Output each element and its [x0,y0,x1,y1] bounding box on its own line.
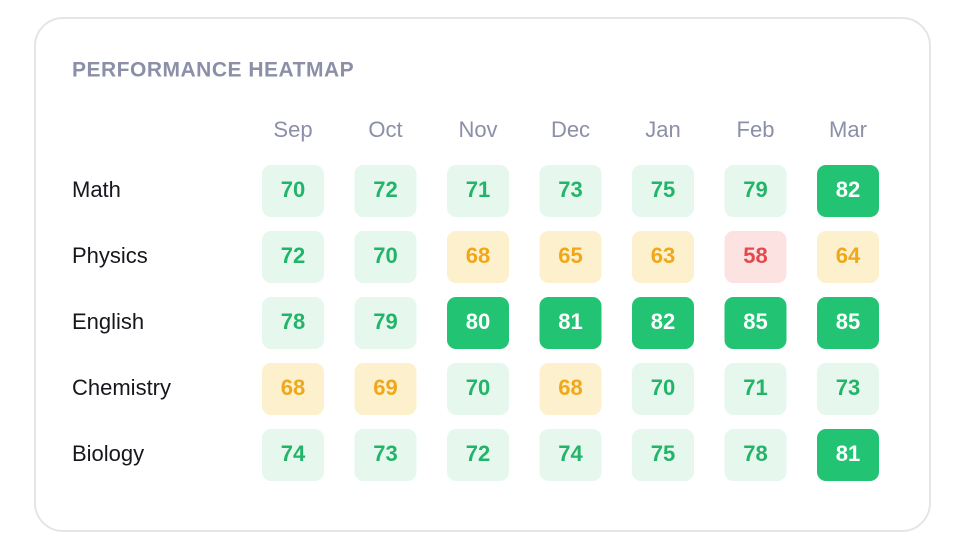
heatmap-cell [262,231,324,283]
heatmap-cell [539,231,602,283]
heatmap-cell [539,165,602,217]
heatmap-cell [632,231,694,283]
row-label: Math [72,177,121,202]
cell-value: 78 [281,309,305,334]
heatmap-cell [724,363,787,415]
cell-value: 79 [373,309,397,334]
heatmap-cell [262,429,324,481]
heatmap-cell [262,297,324,349]
cell-value: 85 [836,309,860,334]
heatmap-cell [817,363,879,415]
heatmap-cell [724,165,787,217]
column-header: Nov [458,117,497,142]
cell-value: 74 [281,441,306,466]
heatmap-cell [817,231,879,283]
column-header: Jan [645,117,680,142]
cell-value: 71 [743,375,767,400]
cell-value: 63 [651,243,675,268]
heatmap-cell [632,165,694,217]
cell-value: 68 [558,375,582,400]
row-label: Physics [72,243,148,268]
heatmap-cell [539,363,602,415]
row-label: English [72,309,144,334]
heatmap-cell [354,231,417,283]
heatmap-cell [354,297,417,349]
row-label: Biology [72,441,144,466]
cell-value: 73 [558,177,582,202]
cell-value: 75 [651,177,675,202]
heatmap-cell [724,429,787,481]
heatmap-cell [447,363,509,415]
heatmap-cell [354,429,417,481]
cell-value: 70 [466,375,490,400]
cell-value: 80 [466,309,490,334]
heatmap-cell [817,297,879,349]
heatmap-cell [724,231,787,283]
cell-value: 82 [836,177,860,202]
heatmap-cell [354,363,417,415]
heatmap-cell [447,297,509,349]
cell-value: 72 [466,441,490,466]
heatmap-cell [632,297,694,349]
cell-value: 73 [836,375,860,400]
heatmap-cell [817,165,879,217]
heatmap-cell [539,429,602,481]
cell-value: 68 [281,375,305,400]
row-label: Chemistry [72,375,171,400]
column-header: Dec [551,117,590,142]
heatmap-cell [539,297,602,349]
cell-value: 69 [373,375,397,400]
heatmap-cell [632,429,694,481]
heatmap-cell [262,165,324,217]
column-header: Oct [368,117,402,142]
column-header: Mar [829,117,867,142]
cell-value: 58 [743,243,767,268]
cell-value: 70 [373,243,397,268]
heatmap-cell [632,363,694,415]
column-header: Feb [737,117,775,142]
cell-value: 81 [836,441,860,466]
heatmap-cell [447,429,509,481]
cell-value: 72 [281,243,305,268]
heatmap-cell [817,429,879,481]
cell-value: 64 [836,243,861,268]
chart-title: PERFORMANCE HEATMAP [72,59,354,82]
cell-value: 74 [558,441,583,466]
cell-value: 81 [558,309,582,334]
heatmap-cell [354,165,417,217]
cell-value: 65 [558,243,582,268]
cell-value: 70 [281,177,305,202]
column-header: Sep [273,117,312,142]
cell-value: 72 [373,177,397,202]
cell-value: 73 [373,441,397,466]
heatmap-cell [447,165,509,217]
cell-value: 70 [651,375,675,400]
heatmap-cell [262,363,324,415]
cell-value: 85 [743,309,767,334]
heatmap-cell [724,297,787,349]
cell-value: 75 [651,441,675,466]
cell-value: 79 [743,177,767,202]
cell-value: 82 [651,309,675,334]
heatmap-cell [447,231,509,283]
cell-value: 71 [466,177,490,202]
cell-value: 78 [743,441,767,466]
cell-value: 68 [466,243,490,268]
